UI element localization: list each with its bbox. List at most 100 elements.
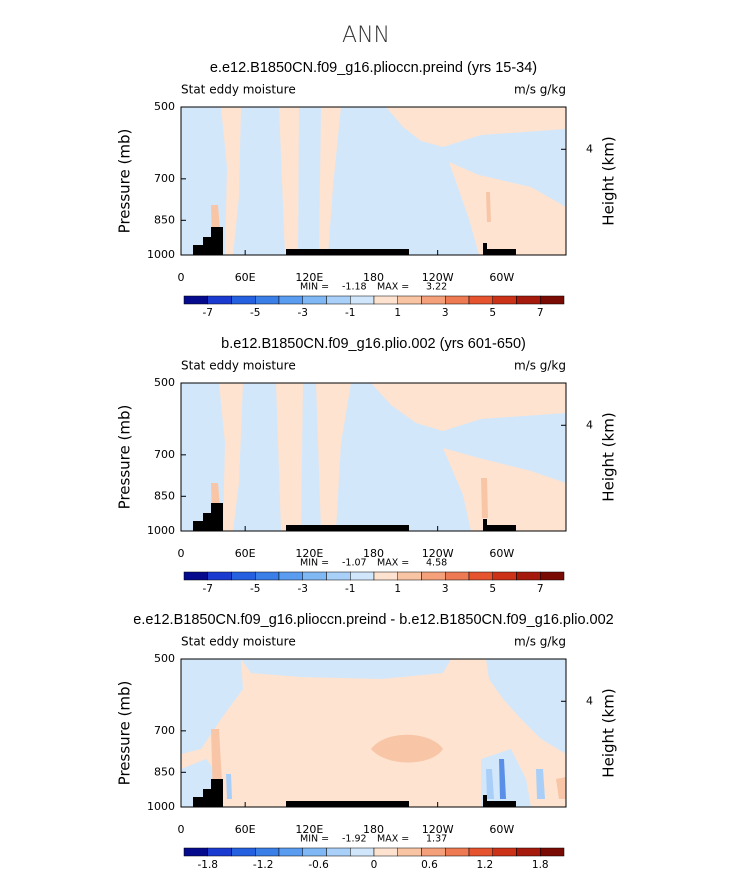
colorbar-box bbox=[492, 571, 517, 581]
contour-fill bbox=[449, 162, 566, 255]
colorbar-box bbox=[278, 295, 303, 305]
topography bbox=[193, 227, 223, 255]
colorbar-box bbox=[373, 847, 398, 857]
contour-fill bbox=[486, 659, 566, 754]
contour-fields bbox=[181, 659, 566, 807]
colorbar-tick-label: -1 bbox=[345, 583, 355, 595]
x-tick-label: 60E bbox=[235, 547, 256, 560]
colorbar-tick-label: -0.6 bbox=[308, 859, 329, 871]
contour-fill bbox=[221, 107, 241, 255]
colorbar-box bbox=[326, 571, 351, 581]
topography bbox=[483, 519, 516, 531]
colorbar-box bbox=[278, 571, 303, 581]
colorbar-tick-label: 7 bbox=[537, 307, 544, 319]
y-tick-label: 1000 bbox=[147, 800, 175, 813]
contour-fill bbox=[371, 383, 566, 431]
colorbar-tick-label: 1.8 bbox=[532, 859, 549, 871]
max-label: MAX = bbox=[377, 558, 409, 569]
contour-fill bbox=[481, 478, 488, 518]
y-tick-label: 850 bbox=[154, 213, 175, 226]
max-value: 1.37 bbox=[426, 834, 447, 845]
y-axis-label: Pressure (mb) bbox=[116, 681, 134, 786]
contour-fill bbox=[371, 734, 443, 763]
x-tick-label: 0 bbox=[178, 547, 185, 560]
contour-fields bbox=[193, 107, 566, 255]
colorbar-tick-label: -3 bbox=[298, 583, 308, 595]
y-tick-label: 700 bbox=[154, 172, 175, 185]
y-tick-label: 500 bbox=[154, 376, 175, 389]
subtitle-right: m/s g/kg bbox=[514, 359, 566, 373]
contour-fill bbox=[276, 383, 303, 531]
contour-fill bbox=[181, 659, 243, 754]
topography bbox=[483, 795, 516, 807]
colorbar-box bbox=[516, 847, 541, 857]
colorbar-box bbox=[516, 295, 541, 305]
contour-fill bbox=[241, 659, 451, 679]
colorbar-box bbox=[445, 571, 470, 581]
contour-fill bbox=[386, 107, 566, 147]
colorbar-box bbox=[207, 847, 232, 857]
y-tick-label: 500 bbox=[154, 100, 175, 113]
colorbar-box bbox=[231, 847, 256, 857]
x-tick-label: 0 bbox=[178, 271, 185, 284]
plot-area bbox=[181, 659, 566, 807]
colorbar-box bbox=[326, 847, 351, 857]
colorbar-box bbox=[445, 295, 470, 305]
colorbar-tick-label: -7 bbox=[203, 307, 213, 319]
colorbar-tick-label: 1 bbox=[394, 583, 401, 595]
colorbar-box bbox=[373, 295, 398, 305]
colorbar-box bbox=[326, 295, 351, 305]
topography bbox=[286, 249, 409, 255]
x-tick-label: 60W bbox=[489, 271, 514, 284]
colorbar-tick-label: 1 bbox=[394, 307, 401, 319]
colorbar-tick-label: -1.8 bbox=[198, 859, 219, 871]
colorbar-box bbox=[397, 295, 422, 305]
x-tick-label: 180 bbox=[363, 547, 384, 560]
y2-axis-label: Height (km) bbox=[600, 688, 618, 777]
colorbar-tick-label: 7 bbox=[537, 583, 544, 595]
x-tick-label: 60E bbox=[235, 823, 256, 836]
colorbar-box bbox=[231, 295, 256, 305]
plot-area bbox=[181, 383, 566, 531]
y2-tick-label: 4 bbox=[586, 142, 593, 155]
colorbar-box bbox=[397, 571, 422, 581]
colorbar-box bbox=[302, 571, 327, 581]
y-axis-label: Pressure (mb) bbox=[116, 129, 134, 234]
x-tick-label: 0 bbox=[178, 823, 185, 836]
colorbar-box bbox=[350, 571, 375, 581]
panel-title: e.e12.B1850CN.f09_g16.plioccn.preind - b… bbox=[133, 612, 613, 628]
max-value: 4.58 bbox=[426, 558, 447, 569]
colorbar-box bbox=[183, 847, 208, 857]
colorbar-box bbox=[255, 571, 280, 581]
y-axis-label: Pressure (mb) bbox=[116, 405, 134, 510]
colorbar-box bbox=[207, 571, 232, 581]
contour-fill bbox=[499, 759, 506, 799]
colorbar-box bbox=[468, 847, 493, 857]
colorbar-box bbox=[421, 295, 446, 305]
colorbar-tick-label: 1.2 bbox=[476, 859, 493, 871]
colorbar-tick-label: -7 bbox=[203, 583, 213, 595]
y-tick-label: 500 bbox=[154, 652, 175, 665]
contour-fill bbox=[219, 383, 243, 531]
contour-fill bbox=[536, 769, 545, 799]
max-label: MAX = bbox=[377, 834, 409, 845]
y-tick-label: 1000 bbox=[147, 248, 175, 261]
max-label: MAX = bbox=[377, 282, 409, 293]
x-tick-label: 120E bbox=[295, 823, 323, 836]
topography bbox=[286, 525, 409, 531]
min-value: -1.18 bbox=[342, 282, 367, 293]
y2-axis-label: Height (km) bbox=[600, 412, 618, 501]
min-label: MIN = bbox=[300, 834, 329, 845]
contour-fill bbox=[226, 774, 232, 799]
colorbar-box bbox=[421, 847, 446, 857]
y2-tick-label: 4 bbox=[586, 418, 593, 431]
contour-fields bbox=[193, 383, 566, 531]
x-tick-label: 60W bbox=[489, 823, 514, 836]
topography bbox=[193, 503, 223, 531]
colorbar-tick-label: 0.6 bbox=[421, 859, 438, 871]
contour-fill bbox=[486, 192, 491, 222]
x-tick-label: 120W bbox=[422, 271, 454, 284]
colorbar-tick-label: -5 bbox=[250, 583, 260, 595]
